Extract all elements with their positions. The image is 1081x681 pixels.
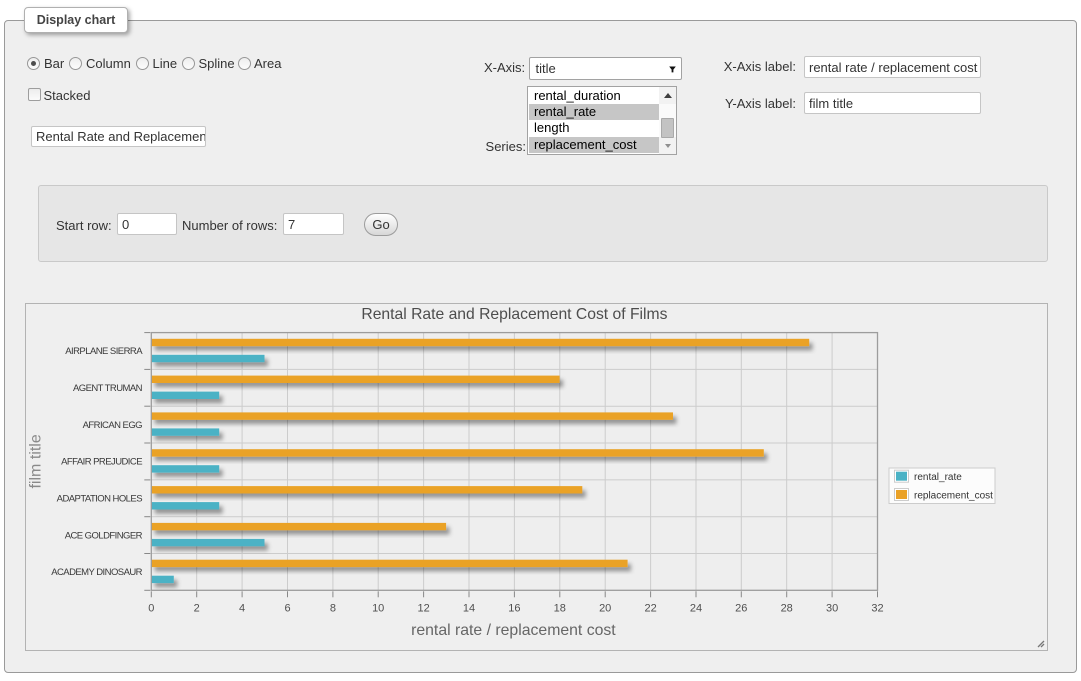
svg-text:26: 26 [735, 603, 747, 615]
svg-text:ADAPTATION HOLES: ADAPTATION HOLES [57, 494, 143, 505]
svg-text:6: 6 [284, 603, 290, 615]
svg-text:rental_rate: rental_rate [914, 472, 962, 483]
svg-text:ACADEMY DINOSAUR: ACADEMY DINOSAUR [51, 567, 142, 578]
svg-text:10: 10 [372, 603, 384, 615]
svg-text:Rental Rate and Replacement Co: Rental Rate and Replacement Cost of Film… [361, 306, 667, 323]
svg-text:AGENT TRUMAN: AGENT TRUMAN [73, 383, 143, 394]
svg-text:24: 24 [690, 603, 702, 615]
svg-text:8: 8 [330, 603, 336, 615]
svg-text:0: 0 [148, 603, 154, 615]
svg-text:film title: film title [28, 434, 45, 488]
svg-text:AFRICAN EGG: AFRICAN EGG [83, 420, 143, 431]
svg-text:rental rate / replacement cost: rental rate / replacement cost [411, 622, 616, 639]
svg-text:AFFAIR PREJUDICE: AFFAIR PREJUDICE [61, 457, 142, 468]
svg-text:22: 22 [644, 603, 656, 615]
svg-text:32: 32 [871, 603, 883, 615]
svg-text:ACE GOLDFINGER: ACE GOLDFINGER [65, 530, 143, 541]
svg-text:16: 16 [508, 603, 520, 615]
svg-text:20: 20 [599, 603, 611, 615]
svg-text:2: 2 [194, 603, 200, 615]
svg-text:18: 18 [554, 603, 566, 615]
svg-text:28: 28 [781, 603, 793, 615]
svg-text:30: 30 [826, 603, 838, 615]
svg-text:12: 12 [417, 603, 429, 615]
svg-text:AIRPLANE SIERRA: AIRPLANE SIERRA [65, 346, 143, 357]
svg-text:4: 4 [239, 603, 245, 615]
svg-text:replacement_cost: replacement_cost [914, 491, 993, 502]
svg-text:14: 14 [463, 603, 475, 615]
